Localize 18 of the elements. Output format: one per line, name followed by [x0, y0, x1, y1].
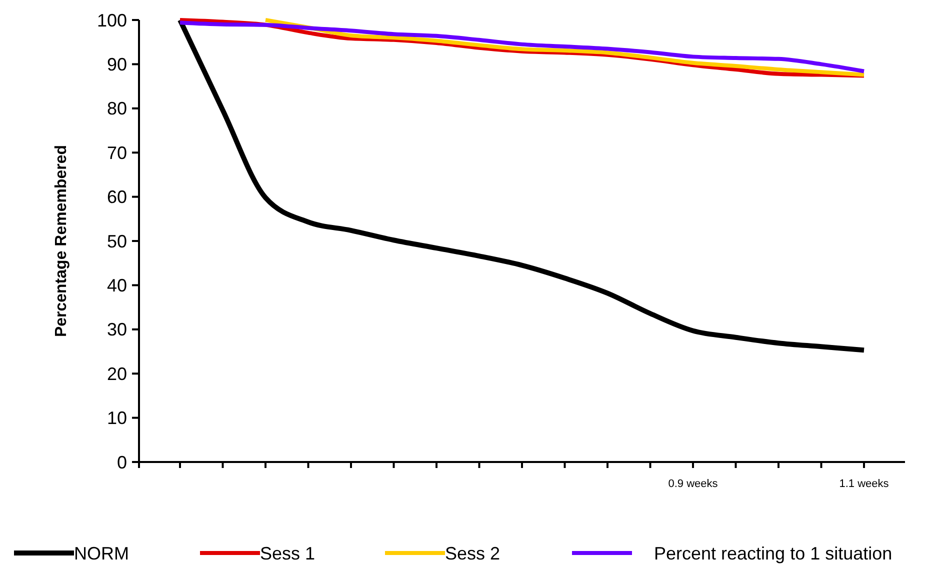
y-tick-label: 80 [106, 98, 127, 119]
y-tick-label: 100 [96, 10, 127, 30]
y-axis-title: Percentage Remembered [53, 144, 70, 338]
y-tick-label: 20 [106, 364, 127, 384]
y-tick-label: 70 [106, 142, 127, 163]
y-tick-label: 90 [106, 54, 127, 74]
legend-label: NORM [74, 543, 129, 564]
y-tick-label: 40 [106, 276, 127, 296]
y-tick-label: 0 [116, 452, 127, 472]
y-tick-label: 10 [106, 408, 127, 428]
y-tick-label: 30 [106, 320, 127, 340]
legend-label: Sess 2 [445, 543, 500, 564]
y-tick-label: 60 [106, 187, 127, 208]
legend-label: Sess 1 [260, 543, 316, 564]
x-tick-label: 1.1 weeks [839, 478, 890, 490]
x-tick-label: 0.9 weeks [668, 478, 718, 490]
y-tick-label: 50 [106, 231, 127, 252]
legend-label: Percent reacting to 1 situation [654, 543, 892, 564]
